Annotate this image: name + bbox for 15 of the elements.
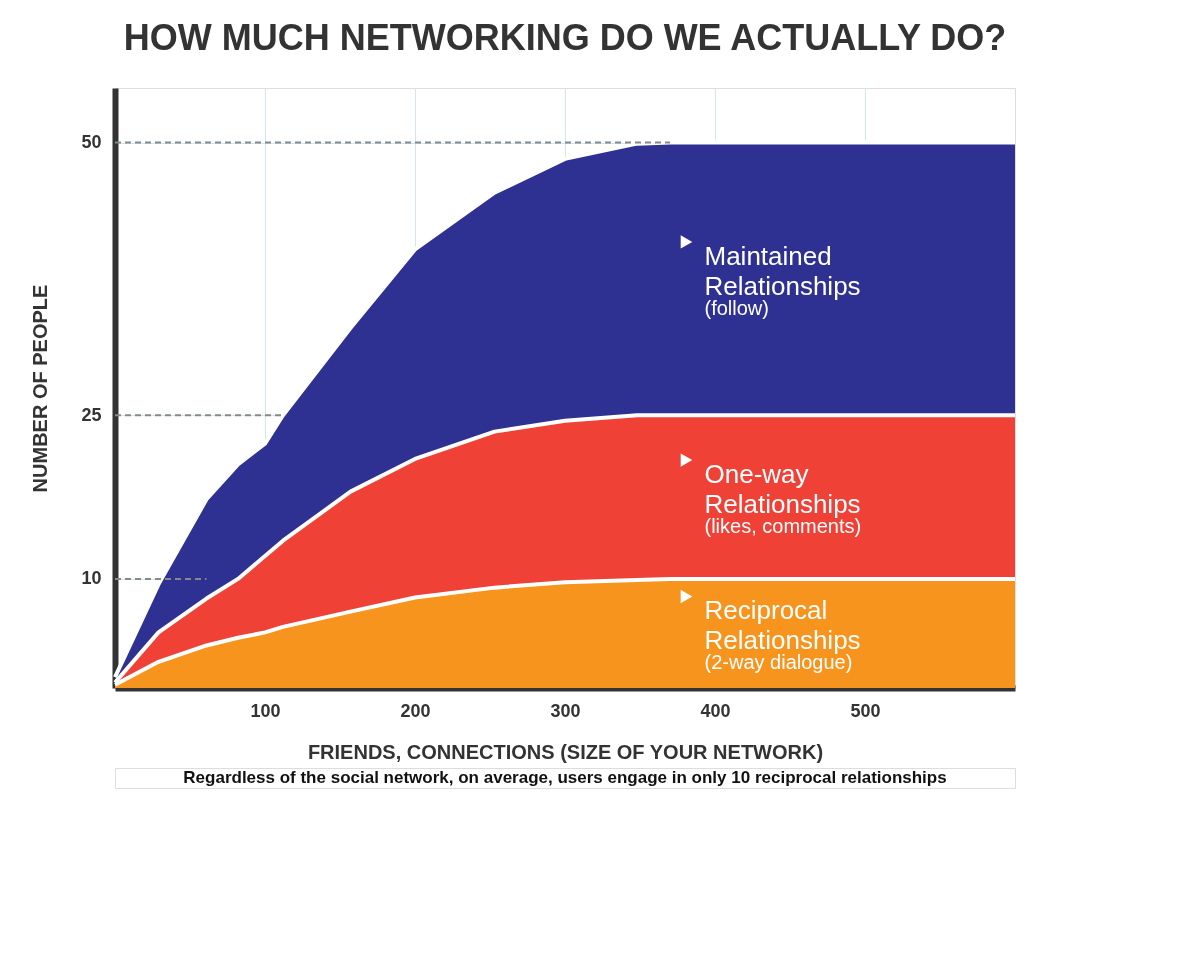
x-tick-label: 500	[850, 700, 881, 721]
y-tick-label: 50	[81, 132, 102, 153]
legend-label: Maintained Relationships (follow)	[704, 240, 861, 319]
legend-label: One-way Relationships (likes, comments)	[704, 459, 862, 538]
y-tick-label: 25	[81, 404, 102, 425]
y-tick-label: 10	[81, 568, 102, 589]
x-tick-label: 300	[550, 700, 581, 721]
x-tick-label: 400	[700, 700, 731, 721]
text: Regardless of the social network, on average, users engage in only 10 reciprocal relationships	[183, 768, 947, 787]
x-axis-title: FRIENDS, CONNECTIONS (SIZE OF YOUR NETWORK)	[307, 740, 824, 763]
x-tick-label: 200	[400, 700, 431, 721]
legend-label: Reciprocal Relationships (2-way dialogue)	[704, 595, 861, 674]
x-tick-label: 100	[250, 700, 281, 721]
y-axis-title: NUMBER OF PEOPLE	[29, 284, 52, 493]
chart-title: HOW MUCH NETWORKING DO WE ACTUALLY DO?	[123, 17, 1007, 58]
